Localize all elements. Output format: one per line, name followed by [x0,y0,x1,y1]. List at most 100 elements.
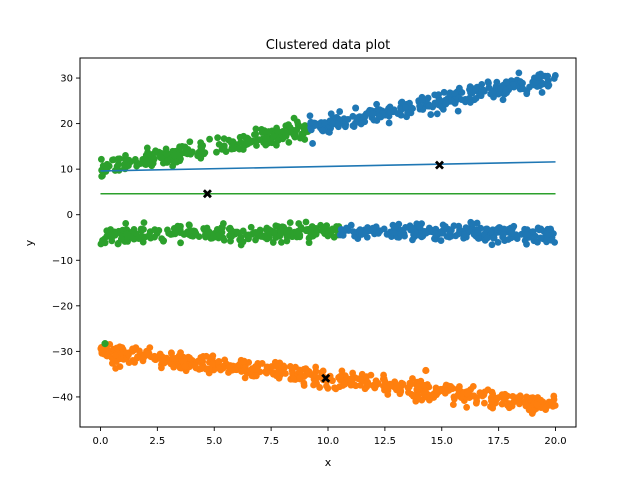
data-point-group-4 [356,375,364,383]
data-point-group-4 [481,399,488,407]
data-point-group-1 [446,90,454,98]
data-point-group-3 [537,234,545,242]
data-point-group-2 [151,233,158,241]
data-point-group-2 [313,227,321,235]
data-point-group-4 [112,364,120,372]
data-point-group-3 [454,230,462,238]
data-point-group-0 [150,155,158,163]
data-point-group-2 [182,230,189,237]
data-point-group-2 [245,232,252,240]
data-point-group-1 [493,78,501,86]
data-point-group-1 [454,107,462,115]
data-point-group-4 [240,367,248,374]
data-point-group-1 [326,128,333,136]
data-point-group-2 [295,220,303,227]
data-point-group-1 [484,78,492,86]
data-point-group-2 [219,224,226,232]
data-point-group-1 [375,112,383,120]
data-point-group-0 [174,151,181,159]
data-point-group-2 [140,225,147,233]
data-point-group-2 [239,227,247,235]
data-point-group-4 [338,367,346,375]
data-point-group-2 [319,224,327,232]
data-point-group-2 [202,233,209,241]
data-point-group-3 [432,230,440,238]
data-point-group-0 [133,162,141,170]
data-point-group-2 [192,229,200,237]
data-point-group-3 [447,226,455,234]
data-point-group-1 [370,116,378,124]
data-point-group-0 [274,127,281,135]
data-point-group-2 [177,239,184,247]
data-point-group-1 [501,86,509,94]
data-point-group-2 [155,227,163,234]
data-point-group-4 [135,347,143,355]
data-point-group-0 [262,134,270,142]
data-point-group-3 [418,233,426,241]
x-axis-ticks: 0.0 2.5 5.0 7.5 10.0 12.5 15.0 17.5 20.0 [93,427,567,447]
data-point-group-0 [253,142,260,149]
data-point-group-4 [310,381,317,389]
y-tick-label: 10 [60,165,73,176]
data-point-group-3 [546,225,554,233]
data-point-group-2 [135,233,143,241]
data-point-group-4 [319,367,327,375]
data-point-group-4 [414,383,422,391]
data-point-group-1 [333,120,341,128]
data-point-group-2 [324,230,332,238]
data-point-group-4 [144,350,151,358]
data-point-group-4 [487,397,495,405]
data-point-group-1 [515,69,523,77]
data-point-group-2 [302,218,310,226]
data-point-group-1 [353,114,360,122]
data-point-group-0 [290,131,298,139]
data-point-group-3 [438,229,445,237]
data-point-group-3 [339,231,347,239]
data-point-group-4 [112,351,120,359]
data-point-group-4 [380,382,387,390]
data-point-group-0 [152,147,159,155]
centroids-layer [202,160,444,383]
data-point-group-1 [433,110,441,118]
data-point-group-4 [489,404,497,412]
data-point-group-3 [496,224,504,232]
data-point-group-3 [523,231,531,239]
data-point-group-1 [495,90,502,98]
data-point-group-0 [125,156,133,164]
data-point-group-4 [409,375,416,382]
data-point-group-1 [544,82,552,90]
data-point-group-4 [225,364,233,372]
data-point-group-4 [379,375,387,383]
data-point-group-3 [356,226,364,234]
data-point-group-3 [391,224,399,231]
data-point-group-1 [341,122,349,130]
data-point-group-4 [551,402,559,409]
data-point-group-4 [447,382,455,390]
data-point-group-1 [419,96,426,104]
y-tick-label: 20 [60,119,73,130]
data-point-group-0 [103,160,111,168]
y-axis-ticks: −40 −30 −20 −10 0 10 20 30 [52,74,80,403]
data-point-group-3 [462,224,470,232]
data-point-group-1 [404,109,411,117]
data-point-group-3 [422,228,430,236]
data-point-group-2 [200,225,208,232]
centroid-marker-2 [321,373,331,383]
data-point-group-0 [189,148,196,156]
data-point-group-0 [131,156,139,163]
y-tick-label: −40 [52,392,73,403]
data-point-group-0 [158,154,165,162]
data-point-group-1 [327,110,335,118]
y-tick-label: −20 [52,301,73,312]
data-point-group-1 [442,100,450,108]
data-point-group-4 [309,371,317,379]
data-point-group-4 [282,370,289,377]
data-point-group-1 [458,96,465,104]
data-point-group-1 [306,112,314,120]
data-point-group-4 [384,391,392,398]
x-tick-label: 7.5 [263,436,279,447]
data-point-group-4 [393,381,401,389]
data-point-group-3 [474,229,482,237]
data-point-group-0 [122,152,129,159]
